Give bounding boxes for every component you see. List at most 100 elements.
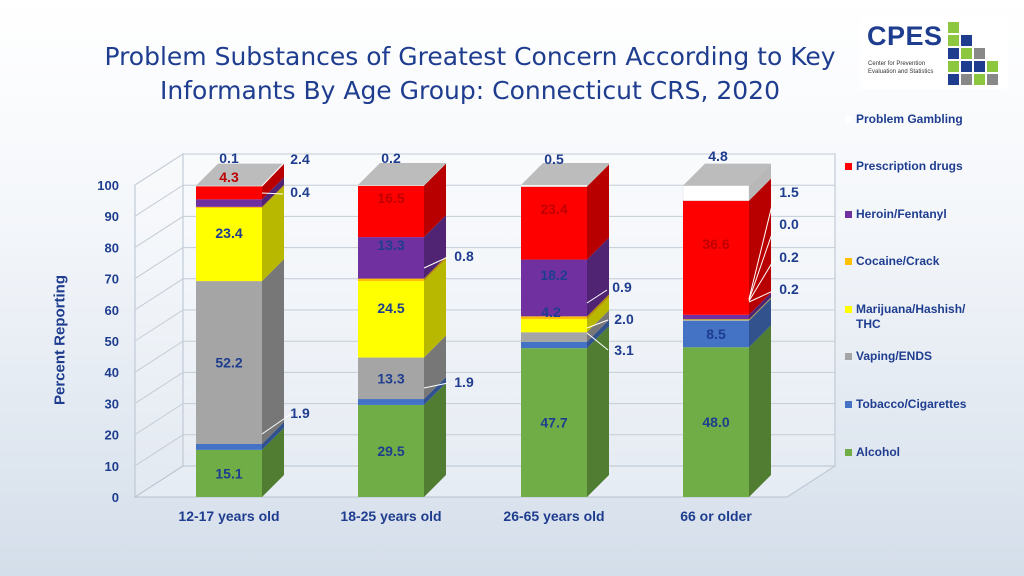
data-label: 0.2 — [779, 249, 799, 265]
bar-segment — [196, 449, 262, 497]
data-label: 29.5 — [377, 443, 404, 459]
bar-segment-side — [262, 184, 284, 209]
bar-segment-side — [424, 259, 446, 358]
bar-top — [521, 163, 609, 185]
bar-segment-side — [424, 382, 446, 497]
leader-line — [586, 289, 608, 304]
y-tick-label: 90 — [105, 209, 119, 224]
bar-segment-side — [587, 310, 609, 342]
data-label: 36.6 — [702, 236, 729, 252]
gridline — [134, 371, 835, 404]
leader-line — [261, 192, 284, 195]
data-label: 1.9 — [454, 374, 474, 390]
data-label: 16.5 — [377, 190, 404, 206]
data-label: 0.1 — [219, 150, 239, 166]
data-label: 0.8 — [454, 248, 474, 264]
bar-segment — [682, 185, 750, 201]
y-tick-label: 10 — [105, 459, 119, 474]
gridline — [134, 340, 835, 373]
bar-segment-side — [424, 335, 446, 400]
bar-segment — [358, 185, 424, 238]
legend-swatch — [845, 211, 852, 218]
bar-segment — [358, 399, 424, 405]
gridline — [134, 153, 835, 186]
bar-segment — [521, 186, 587, 260]
bar-segment-side — [424, 163, 446, 238]
bar-segment-side — [262, 186, 284, 282]
bar-segment-side — [587, 164, 609, 260]
gridline — [134, 215, 835, 248]
bar-segment-side — [749, 292, 771, 320]
gridline — [134, 278, 835, 311]
bar-top — [358, 163, 446, 185]
bar-segment — [195, 185, 263, 187]
data-label: 0.0 — [779, 216, 799, 232]
gridline — [134, 434, 835, 467]
data-label: 23.4 — [215, 225, 242, 241]
leader-line — [586, 319, 609, 329]
logo-square-icon — [948, 35, 959, 46]
data-label: 18.2 — [540, 267, 567, 283]
logo-square-icon — [961, 48, 972, 59]
y-tick-label: 60 — [105, 303, 119, 318]
bar-segment — [683, 320, 749, 348]
data-label: 48.0 — [702, 414, 729, 430]
data-label: 0.5 — [544, 151, 564, 167]
legend-swatch — [845, 401, 852, 408]
bar-top — [196, 163, 284, 186]
leader-line — [748, 289, 776, 303]
logo-square-icon — [948, 48, 959, 59]
logo-square-icon — [961, 35, 972, 46]
leader-line — [586, 332, 609, 351]
bar-segment-side — [587, 326, 609, 497]
logo-square-icon — [948, 61, 959, 72]
bar-segment — [358, 404, 424, 497]
data-label: 2.0 — [614, 311, 634, 327]
legend-swatch — [845, 258, 852, 265]
data-label: 0.2 — [381, 150, 401, 166]
data-label: 4.3 — [219, 169, 239, 185]
bar-segment — [196, 281, 262, 444]
bar-segment-side — [424, 256, 446, 282]
data-label: 0.9 — [612, 279, 632, 295]
gridline — [134, 309, 835, 342]
data-label: 4.8 — [708, 148, 728, 164]
bar-segment — [196, 206, 262, 209]
x-tick-label: 18-25 years old — [340, 508, 441, 524]
bar-segment — [683, 319, 749, 321]
bar-segment-side — [424, 163, 446, 186]
bar-segment-side — [587, 237, 609, 317]
bar-segment — [521, 348, 587, 497]
logo-square-icon — [961, 74, 972, 85]
legend-label: Problem Gambling — [856, 112, 963, 126]
bar-segment-side — [749, 298, 771, 321]
bar-segment — [520, 184, 588, 187]
legend-label: Heroin/Fentanyl — [856, 207, 947, 221]
y-tick-label: 30 — [105, 396, 119, 411]
legend-label: Alcohol — [856, 445, 900, 459]
legend-swatch — [845, 449, 852, 456]
logo-square-icon — [974, 48, 985, 59]
bar-segment — [196, 185, 262, 200]
y-tick-label: 70 — [105, 272, 119, 287]
bar-segment-side — [587, 294, 609, 320]
gridline — [134, 184, 835, 217]
leader-line — [423, 382, 449, 389]
data-label: 3.1 — [614, 342, 634, 358]
data-label: 0.2 — [779, 281, 799, 297]
bar-segment — [683, 347, 749, 497]
bar-segment-side — [262, 163, 284, 200]
data-label: 2.4 — [290, 151, 310, 167]
leader-line — [423, 256, 449, 269]
data-label: 1.9 — [290, 405, 310, 421]
bar-segment — [683, 200, 749, 315]
leader-line — [748, 224, 776, 301]
data-label: 13.3 — [377, 370, 404, 386]
x-tick-label: 66 or older — [680, 508, 752, 524]
bar-segment-side — [262, 177, 284, 207]
logo-square-icon — [961, 61, 972, 72]
data-label: 8.5 — [706, 326, 726, 342]
bar-segment — [357, 184, 425, 186]
x-tick-label: 26-65 years old — [503, 508, 604, 524]
